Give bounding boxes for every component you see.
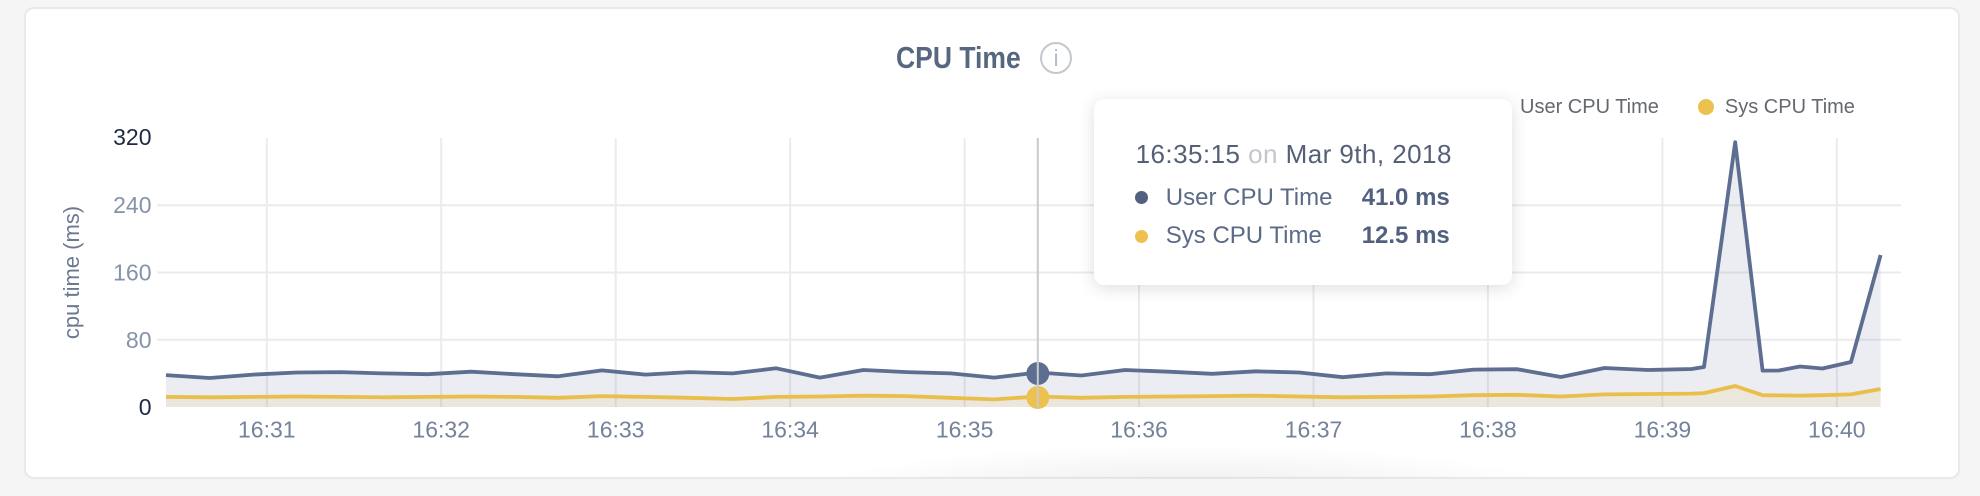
svg-text:16:35: 16:35	[936, 417, 994, 443]
svg-text:80: 80	[126, 327, 152, 353]
svg-text:cpu time (ms): cpu time (ms)	[59, 206, 84, 339]
svg-text:16:32: 16:32	[412, 417, 470, 443]
svg-text:16:38: 16:38	[1459, 417, 1517, 443]
svg-text:240: 240	[113, 192, 151, 218]
svg-text:16:31: 16:31	[238, 417, 296, 443]
svg-text:16:39: 16:39	[1634, 417, 1692, 443]
svg-text:16:36: 16:36	[1110, 417, 1168, 443]
svg-text:16:37: 16:37	[1285, 417, 1343, 443]
svg-text:16:40: 16:40	[1808, 417, 1866, 443]
svg-text:16:34: 16:34	[761, 417, 819, 443]
svg-text:160: 160	[113, 260, 151, 286]
svg-text:320: 320	[113, 124, 151, 150]
svg-text:16:33: 16:33	[587, 417, 645, 443]
svg-text:0: 0	[139, 394, 152, 420]
